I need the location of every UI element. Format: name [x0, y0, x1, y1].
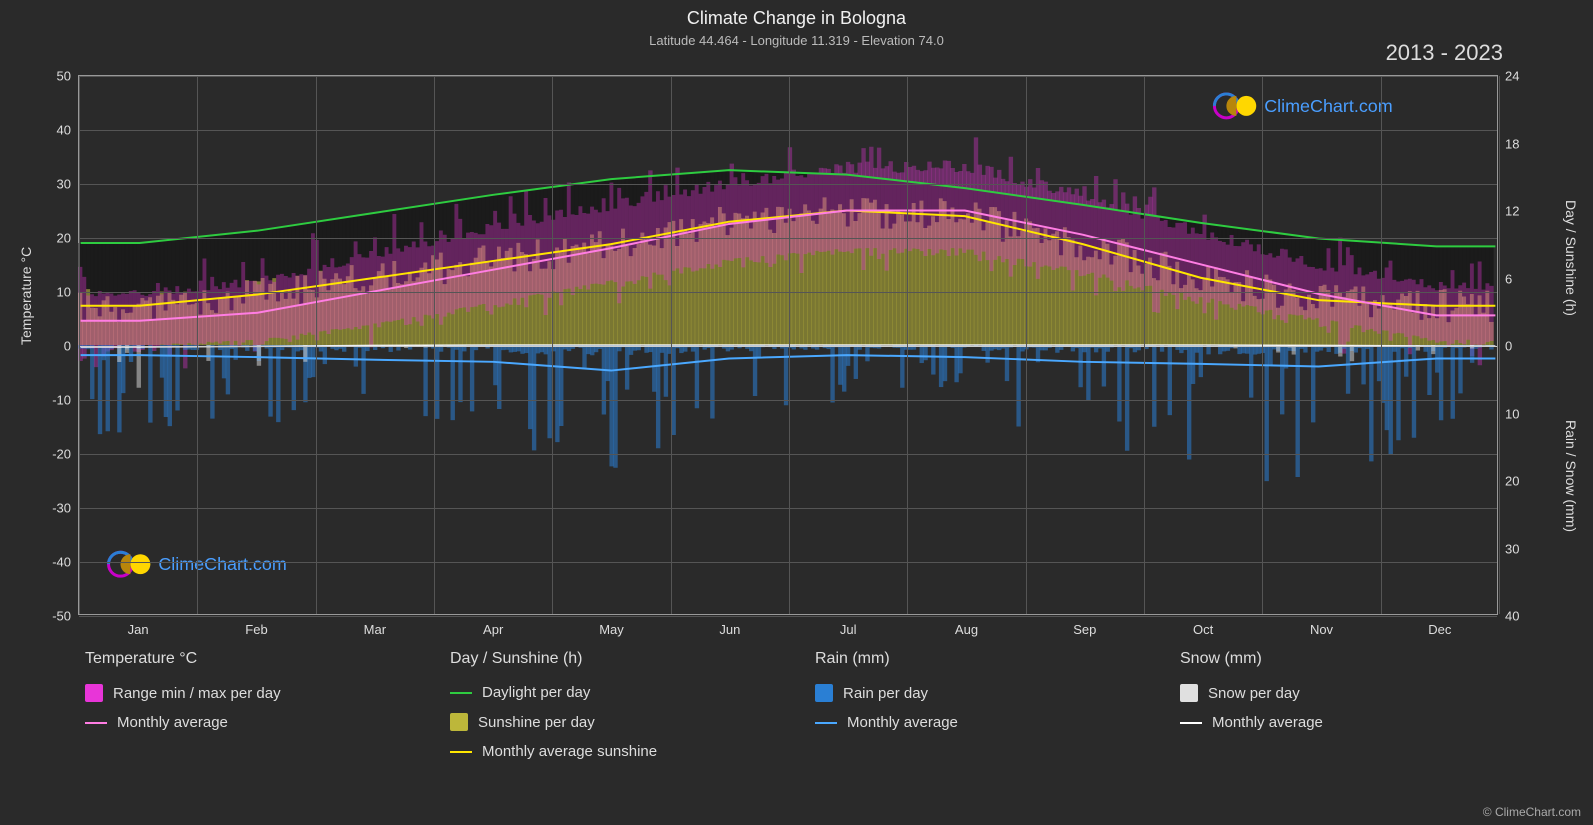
x-tick: Aug	[955, 622, 978, 637]
legend-label: Daylight per day	[482, 684, 590, 701]
swatch-rain-avg-line	[815, 722, 837, 724]
legend-label: Rain per day	[843, 685, 928, 702]
swatch-temp-avg-line	[85, 722, 107, 724]
swatch-snow-avg-line	[1180, 722, 1202, 724]
y-axis-left-label: Temperature °C	[18, 247, 34, 345]
y-right-top-tick: 24	[1505, 69, 1519, 84]
y-left-tick: -20	[52, 447, 71, 462]
climate-chart: Climate Change in Bologna Latitude 44.46…	[0, 0, 1593, 825]
legend-item: Rain per day	[815, 684, 1140, 702]
swatch-rain	[815, 684, 833, 702]
y-left-tick: 0	[64, 339, 71, 354]
y-right-top-tick: 6	[1505, 271, 1512, 286]
x-tick: May	[599, 622, 624, 637]
x-tick: Jul	[840, 622, 857, 637]
legend-item: Monthly average	[1180, 714, 1505, 731]
legend-label: Sunshine per day	[478, 714, 595, 731]
legend-label: Range min / max per day	[113, 685, 281, 702]
swatch-temp-range	[85, 684, 103, 702]
legend-col-rain: Rain (mm) Rain per day Monthly average	[815, 650, 1140, 760]
legend-item: Sunshine per day	[450, 713, 775, 731]
legend-label: Monthly average sunshine	[482, 743, 657, 760]
legend-label: Monthly average	[1212, 714, 1323, 731]
legend-col-daylight: Day / Sunshine (h) Daylight per day Suns…	[450, 650, 775, 760]
y-right-top-tick: 18	[1505, 136, 1519, 151]
year-range-label: 2013 - 2023	[1386, 40, 1503, 66]
legend-col-temperature: Temperature °C Range min / max per day M…	[85, 650, 410, 760]
legend-daylight-header: Day / Sunshine (h)	[450, 650, 775, 668]
y-right-top-tick: 0	[1505, 339, 1512, 354]
swatch-daylight-line	[450, 692, 472, 694]
y-right-bottom-tick: 30	[1505, 541, 1519, 556]
svg-text:ClimeChart.com: ClimeChart.com	[158, 554, 286, 574]
legend-col-snow: Snow (mm) Snow per day Monthly average	[1180, 650, 1505, 760]
y-axis-right-bottom-label: Rain / Snow (mm)	[1563, 420, 1579, 532]
x-tick: Dec	[1428, 622, 1451, 637]
x-tick: Mar	[364, 622, 386, 637]
y-left-tick: -10	[52, 393, 71, 408]
x-tick: Jun	[719, 622, 740, 637]
y-axis-right-top-label: Day / Sunshine (h)	[1563, 200, 1579, 316]
y-left-tick: 20	[57, 231, 71, 246]
y-left-tick: 30	[57, 177, 71, 192]
y-right-top-tick: 12	[1505, 204, 1519, 219]
legend-rain-header: Rain (mm)	[815, 650, 1140, 668]
legend: Temperature °C Range min / max per day M…	[85, 650, 1505, 760]
legend-label: Snow per day	[1208, 685, 1300, 702]
y-left-tick: -30	[52, 501, 71, 516]
copyright-text: © ClimeChart.com	[1483, 805, 1581, 819]
x-tick: Apr	[483, 622, 503, 637]
swatch-snow	[1180, 684, 1198, 702]
legend-item: Snow per day	[1180, 684, 1505, 702]
legend-item: Monthly average	[85, 714, 410, 731]
legend-item: Monthly average sunshine	[450, 743, 775, 760]
y-left-tick: 40	[57, 123, 71, 138]
y-left-tick: -50	[52, 609, 71, 624]
legend-item: Daylight per day	[450, 684, 775, 701]
y-left-tick: 50	[57, 69, 71, 84]
swatch-sunshine	[450, 713, 468, 731]
daily-bars	[81, 137, 1492, 481]
plot-area: ClimeChart.comClimeChart.com -50-40-30-2…	[78, 75, 1498, 615]
y-left-tick: 10	[57, 285, 71, 300]
y-right-bottom-tick: 10	[1505, 406, 1519, 421]
legend-temp-header: Temperature °C	[85, 650, 410, 668]
watermark: ClimeChart.com	[1214, 94, 1392, 118]
chart-svg: ClimeChart.com ClimeChart.com	[79, 76, 1497, 614]
chart-title: Climate Change in Bologna	[0, 0, 1593, 29]
legend-snow-header: Snow (mm)	[1180, 650, 1505, 668]
legend-label: Monthly average	[847, 714, 958, 731]
x-tick: Oct	[1193, 622, 1213, 637]
legend-item: Monthly average	[815, 714, 1140, 731]
y-right-bottom-tick: 20	[1505, 474, 1519, 489]
x-tick: Jan	[128, 622, 149, 637]
legend-label: Monthly average	[117, 714, 228, 731]
legend-item: Range min / max per day	[85, 684, 410, 702]
x-tick: Sep	[1073, 622, 1096, 637]
swatch-sunshine-avg-line	[450, 751, 472, 753]
x-tick: Nov	[1310, 622, 1333, 637]
chart-subtitle: Latitude 44.464 - Longitude 11.319 - Ele…	[0, 29, 1593, 48]
y-left-tick: -40	[52, 555, 71, 570]
x-tick: Feb	[245, 622, 267, 637]
y-right-bottom-tick: 40	[1505, 609, 1519, 624]
svg-text:ClimeChart.com: ClimeChart.com	[1264, 96, 1392, 116]
